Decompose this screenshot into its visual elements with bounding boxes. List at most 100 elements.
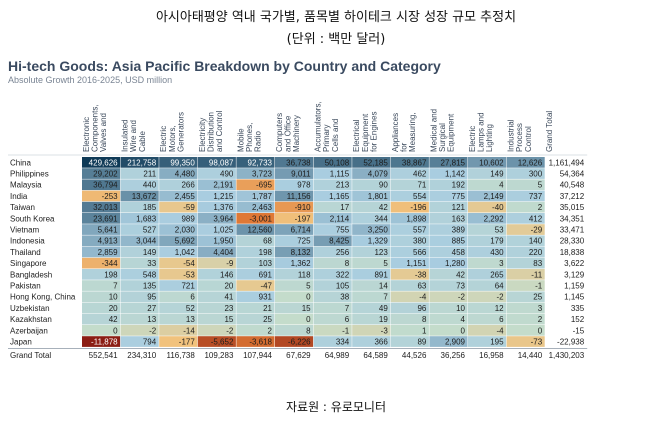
heat-cell (390, 190, 429, 202)
cell-value: 53 (495, 226, 504, 235)
cell-value: 118 (298, 270, 311, 279)
cell-value: 38,867 (402, 158, 427, 167)
row-label: Hong Kong, China (10, 293, 76, 302)
cell-value: 50,108 (325, 158, 350, 167)
heat-cell (352, 257, 391, 269)
cell-value: 490 (220, 170, 234, 179)
cell-value: 1,362 (291, 259, 312, 268)
heat-cell (313, 269, 352, 280)
heat-cell (82, 179, 121, 191)
heat-cell (545, 291, 587, 303)
cell-value: 2,463 (252, 203, 273, 212)
cell-value: 211 (143, 170, 156, 179)
cell-value: 234,310 (127, 351, 156, 360)
cell-value: 737 (529, 192, 543, 201)
column-header: Medical and Surgical Equipment (429, 109, 455, 152)
heat-cell (352, 246, 391, 258)
cell-value: 23 (224, 304, 233, 313)
heat-cell (545, 179, 587, 191)
heat-cell (545, 257, 587, 269)
cell-value: 34,351 (560, 214, 585, 223)
cell-value: 52,185 (363, 158, 388, 167)
cell-value: -6,226 (288, 338, 311, 347)
cell-value: 212,758 (127, 158, 156, 167)
heat-cell (390, 157, 429, 168)
cell-value: 71 (417, 181, 426, 190)
chart-subtitle: Absolute Growth 2016-2025, USD million (8, 75, 173, 85)
table-row: Malaysia 36,794 440 266 2,191 -695 978 213 90 71 1… (10, 179, 587, 191)
cell-value: 25 (533, 293, 542, 302)
heat-cell (429, 235, 468, 247)
heat-cell (545, 336, 587, 347)
heat-cell (197, 246, 236, 258)
heat-cell (506, 302, 545, 314)
row-label: Singapore (10, 259, 47, 268)
heat-cell (197, 280, 236, 291)
cell-value: 0 (538, 326, 543, 335)
table-row: China 429,626 212,758 99,350 98,087 92,733 36,… (10, 157, 587, 168)
heat-cell (120, 257, 159, 269)
heat-cell (352, 325, 391, 336)
cell-value: 3,964 (213, 214, 234, 223)
heat-cell (82, 213, 121, 224)
heat-cell (468, 213, 507, 224)
cell-value: 13 (186, 315, 195, 324)
row-label: Uzbekistan (10, 304, 50, 313)
heat-cell (545, 224, 587, 235)
cell-value: 185 (143, 203, 157, 212)
table-row: South Korea 23,691 1,683 989 3,964 -3,001 -197… (10, 213, 587, 224)
row-label: Japan (10, 338, 32, 347)
heat-cell (159, 280, 198, 291)
cell-value: 552,541 (89, 351, 118, 360)
heat-cell (313, 190, 352, 202)
cell-value: 2 (538, 203, 543, 212)
cell-value: 1,115 (330, 170, 350, 179)
cell-value: 105 (336, 282, 350, 291)
cell-value: 95 (147, 293, 156, 302)
cell-value: 49 (379, 304, 388, 313)
cell-value: -2 (149, 326, 157, 335)
heat-cell (390, 168, 429, 179)
svg-text:and Office: and Office (284, 115, 293, 152)
heat-cell (352, 336, 391, 347)
row-label: Kazakhstan (10, 315, 52, 324)
cell-value: 33 (147, 259, 156, 268)
heat-cell (313, 168, 352, 179)
cell-value: -14 (183, 326, 195, 335)
cell-value: 5 (383, 259, 388, 268)
cell-value: 6 (345, 315, 350, 324)
heat-cell (236, 336, 275, 347)
heat-cell (197, 168, 236, 179)
cell-value: 978 (297, 181, 311, 190)
cell-value: 266 (181, 181, 195, 190)
heat-cell (159, 157, 198, 168)
heat-cell (506, 235, 545, 247)
heat-cell (197, 336, 236, 347)
svg-text:Electrical: Electrical (352, 119, 361, 152)
cell-value: 458 (452, 248, 466, 257)
column-header: Electricity Distribution and Control (198, 110, 224, 152)
heat-cell (429, 291, 468, 303)
row-label: Bangladesh (10, 270, 52, 279)
cell-value: 256 (336, 248, 350, 257)
heat-cell (197, 235, 236, 247)
heat-cell (275, 257, 314, 269)
heat-cell (120, 168, 159, 179)
row-label: Indonesia (10, 237, 45, 246)
cell-value: -22,938 (557, 338, 585, 347)
svg-text:Valves and: Valves and (99, 113, 108, 152)
cell-value: 96 (417, 304, 426, 313)
svg-text:Industrial: Industrial (507, 119, 516, 152)
column-header: Electronic Components, Valves and (82, 104, 108, 152)
cell-value: 14 (379, 282, 388, 291)
svg-text:Lighting: Lighting (485, 124, 494, 152)
column-header: Industrial Process Control (507, 119, 533, 152)
heat-cell (429, 257, 468, 269)
cell-value: 0 (113, 326, 118, 335)
table-row: Bangladesh 198 548 -53 146 691 118 322 891 -38 42 2… (10, 269, 587, 280)
cell-value: 36,256 (441, 351, 466, 360)
cell-value: 220 (529, 248, 543, 257)
cell-value: 430 (490, 248, 504, 257)
svg-text:Components,: Components, (91, 104, 100, 152)
heat-cell (352, 201, 391, 213)
